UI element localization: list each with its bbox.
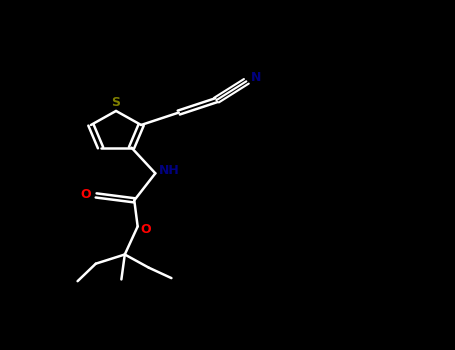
Text: O: O bbox=[81, 188, 91, 201]
Text: NH: NH bbox=[159, 164, 179, 177]
Text: S: S bbox=[111, 96, 121, 109]
Text: N: N bbox=[251, 71, 262, 84]
Text: O: O bbox=[141, 223, 151, 237]
